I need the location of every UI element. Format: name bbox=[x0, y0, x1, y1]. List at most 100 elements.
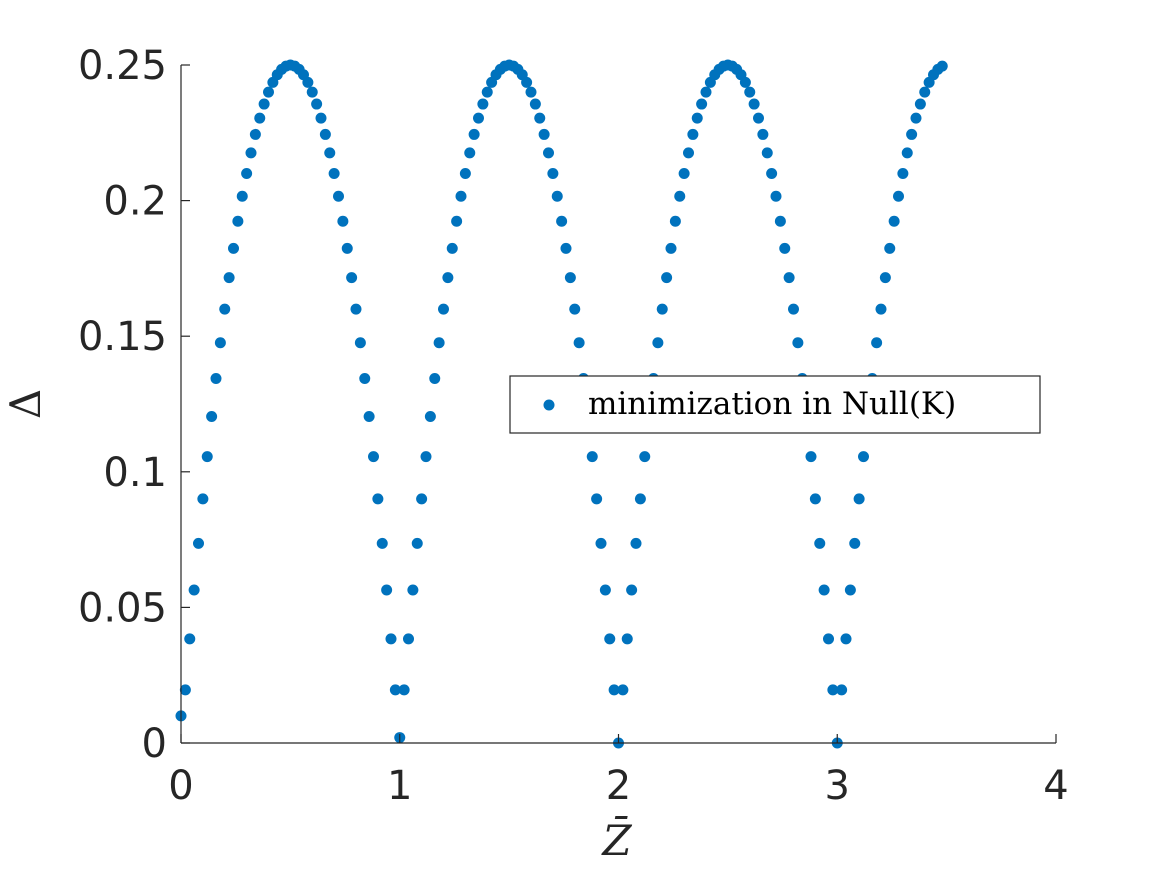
legend: minimization in Null(K) bbox=[509, 375, 1041, 434]
data-point bbox=[818, 584, 830, 596]
data-point bbox=[245, 147, 257, 159]
data-point bbox=[757, 128, 769, 140]
data-point bbox=[534, 112, 546, 124]
data-point bbox=[451, 215, 463, 227]
y-tick-label: 0.2 bbox=[103, 179, 167, 225]
data-point bbox=[678, 167, 690, 179]
data-point bbox=[665, 242, 677, 254]
ticks-layer: 0 1 2 3 4 0 0.05 0.1 0.15 0.2 0.25 bbox=[78, 43, 1069, 809]
data-point bbox=[206, 410, 218, 422]
y-tick-label: 0.15 bbox=[78, 314, 167, 360]
y-tick-label: 0 bbox=[142, 721, 167, 767]
data-point bbox=[849, 537, 861, 549]
data-point bbox=[788, 303, 799, 315]
data-point bbox=[420, 451, 432, 463]
data-points-layer bbox=[175, 59, 948, 749]
data-point bbox=[897, 167, 909, 179]
data-point bbox=[521, 76, 533, 88]
data-point bbox=[341, 242, 353, 254]
data-point bbox=[591, 493, 603, 505]
data-point bbox=[634, 493, 646, 505]
data-point bbox=[442, 272, 454, 284]
data-point bbox=[258, 98, 270, 110]
data-point bbox=[910, 112, 922, 124]
data-point bbox=[455, 190, 467, 202]
data-point bbox=[328, 167, 340, 179]
data-point bbox=[739, 76, 751, 88]
data-point bbox=[748, 98, 760, 110]
data-point bbox=[836, 684, 848, 696]
data-point bbox=[936, 60, 948, 72]
data-point bbox=[302, 76, 314, 88]
data-point bbox=[359, 373, 371, 385]
data-point bbox=[306, 86, 318, 98]
data-point bbox=[586, 451, 598, 463]
data-point bbox=[411, 537, 423, 549]
data-point bbox=[770, 190, 782, 202]
data-point bbox=[621, 633, 633, 645]
data-point bbox=[626, 584, 638, 596]
x-tick-label: 0 bbox=[168, 763, 193, 809]
data-point bbox=[547, 167, 559, 179]
data-point bbox=[228, 242, 239, 254]
data-point bbox=[608, 684, 620, 696]
data-point bbox=[219, 303, 231, 315]
data-point bbox=[774, 215, 786, 227]
data-point bbox=[761, 147, 773, 159]
data-point bbox=[893, 190, 904, 202]
data-point bbox=[827, 684, 839, 696]
data-point bbox=[403, 633, 414, 645]
data-point bbox=[792, 337, 804, 349]
data-point bbox=[652, 337, 664, 349]
data-point bbox=[346, 272, 358, 284]
data-point bbox=[529, 98, 541, 110]
data-point bbox=[595, 537, 607, 549]
data-point bbox=[407, 584, 419, 596]
data-point bbox=[879, 272, 891, 284]
data-point bbox=[337, 215, 349, 227]
y-tick-label: 0.25 bbox=[78, 43, 167, 89]
data-point bbox=[871, 337, 883, 349]
y-axis-label: Δ bbox=[1, 389, 50, 419]
data-point bbox=[241, 167, 253, 179]
data-point bbox=[249, 128, 261, 140]
data-point bbox=[700, 86, 712, 98]
data-point bbox=[875, 303, 887, 315]
data-point bbox=[696, 98, 708, 110]
data-point bbox=[416, 493, 428, 505]
legend-marker bbox=[543, 399, 555, 411]
data-point bbox=[766, 167, 778, 179]
data-point bbox=[438, 303, 449, 315]
data-point bbox=[424, 410, 436, 422]
data-point bbox=[459, 167, 471, 179]
data-point bbox=[683, 147, 694, 159]
data-point bbox=[901, 147, 913, 159]
data-point bbox=[389, 684, 401, 696]
data-point bbox=[525, 86, 537, 98]
data-point bbox=[814, 537, 826, 549]
data-point bbox=[639, 451, 651, 463]
data-point bbox=[385, 633, 397, 645]
data-point bbox=[844, 584, 856, 596]
data-point bbox=[779, 242, 791, 254]
data-point bbox=[691, 112, 703, 124]
data-point bbox=[398, 684, 410, 696]
data-point bbox=[656, 303, 668, 315]
data-point bbox=[888, 215, 900, 227]
data-point bbox=[464, 147, 476, 159]
data-point bbox=[809, 493, 821, 505]
data-point bbox=[477, 98, 489, 110]
data-point bbox=[560, 242, 572, 254]
data-point bbox=[236, 190, 248, 202]
data-point bbox=[197, 493, 209, 505]
data-point bbox=[919, 86, 931, 98]
data-point bbox=[853, 493, 865, 505]
data-point bbox=[884, 242, 896, 254]
data-point bbox=[744, 86, 756, 98]
data-point bbox=[210, 373, 222, 385]
data-point bbox=[551, 190, 563, 202]
data-point bbox=[674, 190, 686, 202]
data-point bbox=[617, 684, 629, 696]
data-point bbox=[429, 373, 441, 385]
